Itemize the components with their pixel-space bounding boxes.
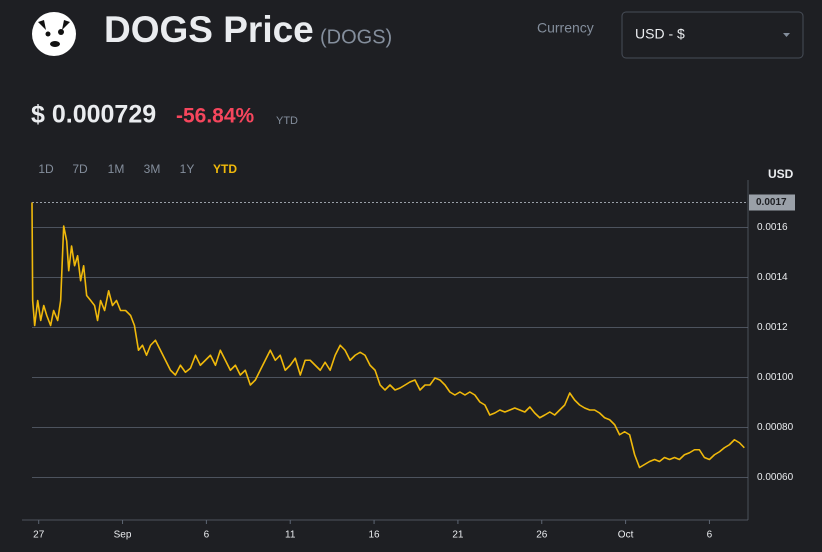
currency-label: Currency bbox=[537, 20, 594, 36]
x-tick-label: 27 bbox=[33, 530, 45, 541]
logo bbox=[32, 12, 76, 56]
x-tick-label: 6 bbox=[707, 530, 713, 541]
select-caret bbox=[783, 33, 790, 37]
range-button[interactable]: 7D bbox=[72, 162, 88, 176]
price: $ 0.000729 bbox=[31, 101, 156, 129]
range-button[interactable]: 1M bbox=[108, 162, 125, 176]
price-line bbox=[31, 202, 745, 469]
select-value[interactable]: USD - $ bbox=[635, 26, 685, 42]
range-button[interactable]: YTD bbox=[213, 162, 237, 176]
range-button[interactable]: 1Y bbox=[180, 162, 195, 176]
symbol: (DOGS) bbox=[320, 26, 392, 48]
x-tick-label: 26 bbox=[536, 530, 548, 541]
x-tick-label: 21 bbox=[452, 530, 464, 541]
x-tick-label: Oct bbox=[618, 530, 634, 541]
x-tick-label: 16 bbox=[369, 530, 381, 541]
marker-badge bbox=[749, 194, 795, 211]
change-period: YTD bbox=[276, 115, 298, 127]
y-tick-label: 0.00060 bbox=[757, 472, 794, 483]
y-tick-label: 0.00100 bbox=[757, 372, 794, 383]
marker-label: 0.0017 bbox=[756, 197, 787, 208]
currency-select[interactable]: USD - $ bbox=[621, 11, 804, 59]
x-tick-label: 11 bbox=[285, 530, 296, 541]
range-button[interactable]: 3M bbox=[144, 162, 161, 176]
price-change: -56.84% bbox=[176, 105, 255, 128]
y-tick-label: 0.0012 bbox=[757, 322, 788, 333]
select-box[interactable] bbox=[621, 11, 804, 59]
y-axis-label: USD bbox=[768, 167, 794, 181]
x-tick-label: 6 bbox=[204, 530, 210, 541]
y-tick-label: 0.00080 bbox=[757, 422, 794, 433]
y-tick-label: 0.0016 bbox=[757, 222, 788, 233]
range-button[interactable]: 1D bbox=[38, 162, 54, 176]
y-tick-label: 0.0014 bbox=[757, 272, 788, 283]
x-tick-label: Sep bbox=[114, 530, 132, 541]
title: DOGS Price bbox=[104, 9, 314, 50]
